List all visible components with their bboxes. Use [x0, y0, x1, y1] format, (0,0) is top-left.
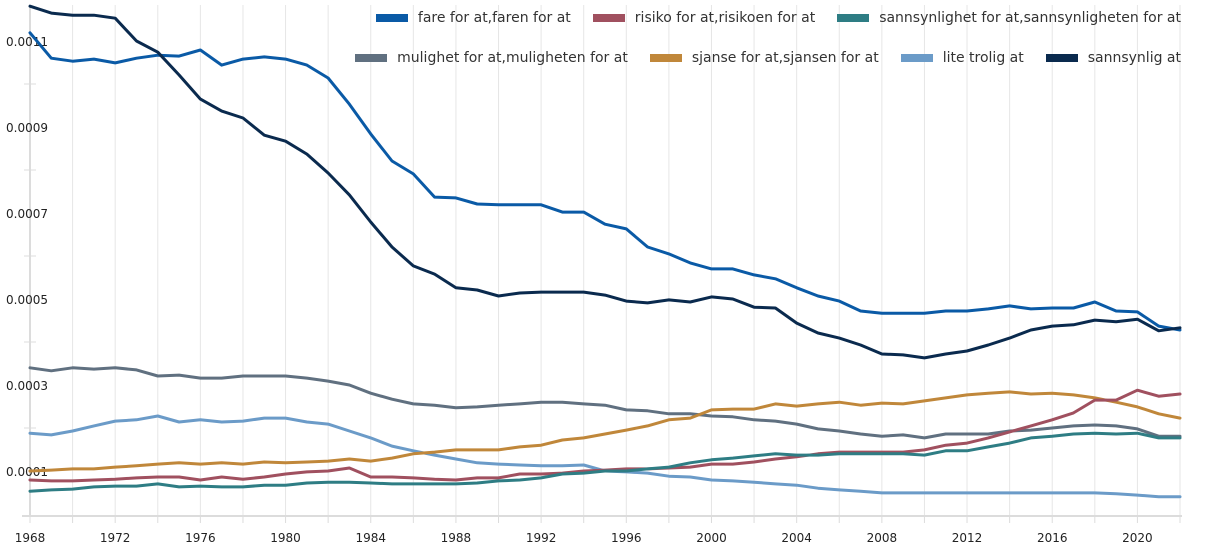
y-tick-label: 0.0001: [6, 465, 48, 479]
legend-swatch: [649, 54, 682, 62]
x-tick-label: 1984: [355, 531, 386, 545]
legend-label: risiko for at,risikoen for at: [634, 10, 816, 26]
legend-row: fare for at,faren for at risiko for at,ri…: [321, 7, 1181, 29]
x-tick-label: 2000: [696, 531, 727, 545]
x-tick-label: 1992: [526, 531, 557, 545]
series-line-sannsynlighet-for-at: [28, 431, 1182, 493]
legend-label: mulighet for at,muligheten for at: [397, 50, 628, 66]
series-line-sjanse-for-at: [28, 390, 1182, 473]
legend-swatch: [900, 54, 933, 62]
x-tick-label: 2008: [867, 531, 898, 545]
x-axis: 1968 1972 1976 1980 1984 1988 1992 1996 2000 2004…: [15, 516, 1181, 545]
legend-swatch: [837, 14, 870, 22]
legend-item[interactable]: lite trolig at: [900, 50, 1024, 66]
x-tick-label: 1972: [100, 531, 131, 545]
y-tick-label: 0.0005: [6, 293, 48, 307]
legend-swatch: [1045, 54, 1078, 62]
x-tick-label: 2016: [1037, 531, 1068, 545]
legend-item[interactable]: sjanse for at,sjansen for at: [649, 50, 879, 66]
legend-label: sjanse for at,sjansen for at: [691, 50, 879, 66]
legend-label: lite trolig at: [942, 50, 1024, 66]
legend-swatch: [355, 54, 388, 62]
legend-item[interactable]: sannsynlig at: [1045, 50, 1181, 66]
series-lines: [28, 4, 1182, 499]
x-tick-label: 2020: [1122, 531, 1153, 545]
series-line-sannsynlig-at: [28, 4, 1182, 360]
x-tick-label: 1996: [611, 531, 642, 545]
y-tick-label: 0.0007: [6, 207, 48, 221]
y-tick-label: 0.0009: [6, 121, 48, 135]
series-line-mulighet-for-at: [28, 366, 1182, 440]
y-tick-label: 0.0011: [6, 35, 48, 49]
legend-label: sannsynlighet for at,sannsynligheten for…: [879, 10, 1181, 26]
legend-item[interactable]: mulighet for at,muligheten for at: [355, 50, 628, 66]
y-axis: 0.0001 0.0003 0.0005 0.0007 0.0009 0.0011: [6, 35, 48, 479]
x-tick-label: 2004: [781, 531, 812, 545]
legend-item[interactable]: sannsynlighet for at,sannsynligheten for…: [837, 10, 1181, 26]
x-tick-label: 2012: [952, 531, 983, 545]
legend-label: sannsynlig at: [1087, 50, 1181, 66]
y-tick-label: 0.0003: [6, 379, 48, 393]
series-line-fare-for-at: [28, 31, 1182, 332]
legend-row: mulighet for at,muligheten for at sjanse …: [321, 47, 1181, 69]
x-tick-label: 1980: [270, 531, 301, 545]
legend-item[interactable]: fare for at,faren for at: [375, 10, 571, 26]
legend: fare for at,faren for at risiko for at,ri…: [321, 0, 1181, 87]
grid-lines: [22, 5, 1182, 517]
x-tick-label: 1968: [15, 531, 46, 545]
legend-label: fare for at,faren for at: [417, 10, 571, 26]
legend-swatch: [592, 14, 625, 22]
legend-item[interactable]: risiko for at,risikoen for at: [592, 10, 816, 26]
x-tick-label: 1988: [441, 531, 472, 545]
x-tick-label: 1976: [185, 531, 216, 545]
legend-swatch: [375, 14, 408, 22]
